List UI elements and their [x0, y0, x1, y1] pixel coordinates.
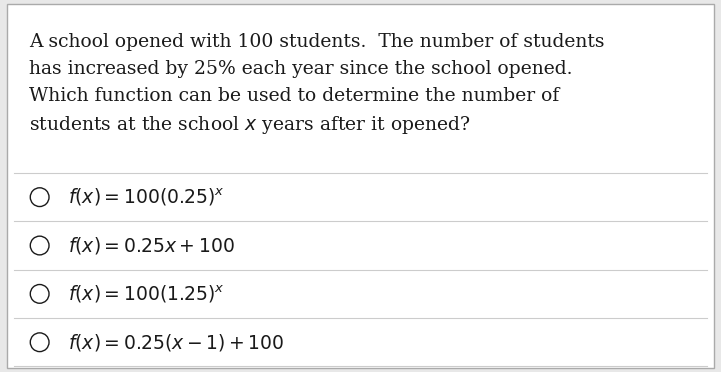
- Text: $f(x) = 100(1.25)^{x}$: $f(x) = 100(1.25)^{x}$: [68, 283, 225, 305]
- Text: has increased by 25% each year since the school opened.: has increased by 25% each year since the…: [29, 60, 572, 78]
- Text: A school opened with 100 students.  The number of students: A school opened with 100 students. The n…: [29, 33, 604, 51]
- Text: Which function can be used to determine the number of: Which function can be used to determine …: [29, 87, 559, 105]
- Ellipse shape: [30, 285, 49, 303]
- Text: $f(x) = 0.25x + 100$: $f(x) = 0.25x + 100$: [68, 235, 235, 256]
- Text: $f(x) = 0.25(x - 1) + 100$: $f(x) = 0.25(x - 1) + 100$: [68, 332, 285, 353]
- Ellipse shape: [30, 333, 49, 352]
- Ellipse shape: [30, 236, 49, 255]
- FancyBboxPatch shape: [7, 4, 714, 368]
- Ellipse shape: [30, 188, 49, 206]
- Text: students at the school $x$ years after it opened?: students at the school $x$ years after i…: [29, 114, 471, 136]
- Text: $f(x) = 100(0.25)^{x}$: $f(x) = 100(0.25)^{x}$: [68, 186, 225, 208]
